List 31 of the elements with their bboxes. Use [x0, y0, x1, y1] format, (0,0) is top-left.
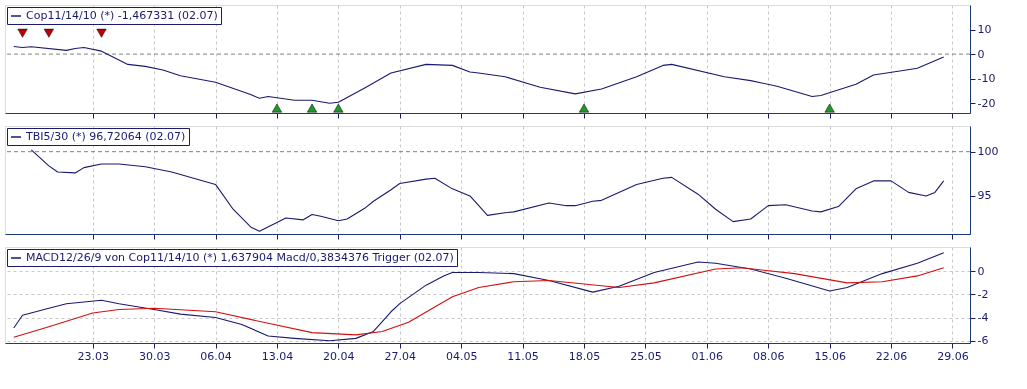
y-tick-label: 0	[977, 264, 985, 278]
y-tick-label: -4	[977, 311, 989, 325]
x-tick-label: 15.06	[814, 349, 846, 363]
x-tick-label: 08.06	[752, 349, 785, 363]
x-tick-label: 29.06	[937, 349, 969, 363]
x-tick-label: 06.04	[200, 349, 232, 363]
line-series	[13, 252, 945, 342]
line-series	[13, 267, 945, 338]
y-tick-label: 0	[977, 47, 985, 61]
x-tick-label: 11.05	[507, 349, 539, 363]
y-tick-label: 10	[977, 23, 992, 37]
x-tick-label: 18.05	[568, 349, 601, 363]
legend-label: TBI5/30 (*) 96,72064 (02.07)	[25, 130, 186, 143]
y-tick-label: -20	[977, 96, 996, 110]
x-tick-label: 25.05	[630, 349, 662, 363]
x-tick-label: 20.04	[323, 349, 355, 363]
y-tick-label: -6	[977, 334, 989, 348]
x-tick-label: 01.06	[691, 349, 724, 363]
legend-label: MACD12/26/9 von Cop11/14/10 (*) 1,637904 Macd/0,3834376 Trigger (02.07)	[26, 251, 454, 264]
x-tick-label: 13.04	[261, 349, 294, 363]
x-tick-label: 27.04	[384, 349, 417, 363]
y-tick-label: -2	[977, 287, 989, 301]
line-series	[30, 149, 945, 232]
y-tick-label: -10	[977, 72, 996, 86]
y-tick-label: 95	[977, 189, 992, 203]
legend-label: Cop11/14/10 (*) -1,467331 (02.07)	[26, 9, 218, 22]
x-tick-label: 30.03	[138, 349, 171, 363]
y-tick-label: 100	[977, 145, 999, 159]
x-tick-label: 22.06	[875, 349, 908, 363]
x-tick-label: 23.03	[77, 349, 109, 363]
x-tick-label: 04.05	[445, 349, 478, 363]
